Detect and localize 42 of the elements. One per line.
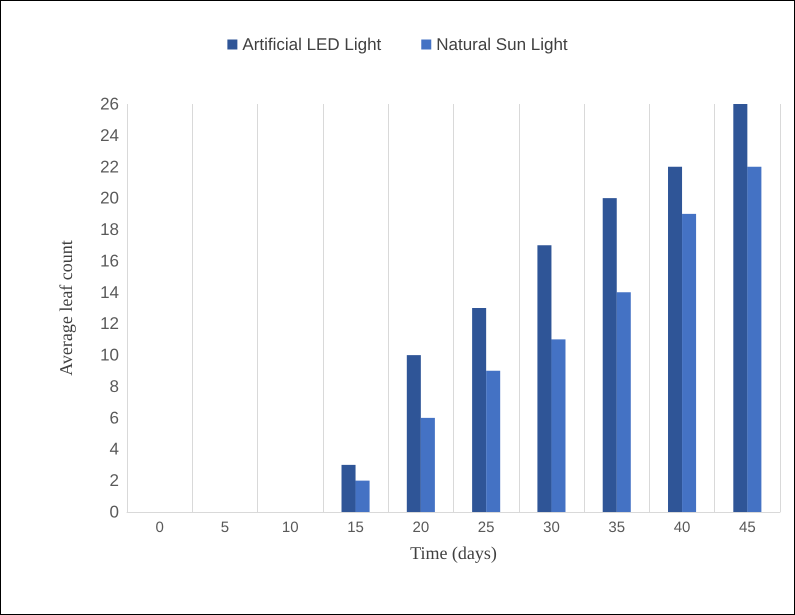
- y-tick-label: 22: [100, 157, 119, 176]
- bar: [551, 339, 566, 512]
- y-tick-label: 26: [100, 94, 119, 114]
- x-tick-label: 25: [478, 519, 494, 536]
- bar: [602, 198, 617, 512]
- y-tick-label: 14: [100, 282, 119, 302]
- x-tick-label: 0: [155, 519, 164, 536]
- y-tick-label: 10: [100, 346, 119, 365]
- y-tick-label: 2: [110, 471, 119, 490]
- y-tick-label: 8: [110, 376, 119, 396]
- bar: [668, 166, 682, 512]
- bar: [733, 104, 748, 512]
- x-tick-label: 20: [412, 519, 430, 536]
- x-tick-label: 15: [347, 519, 364, 536]
- y-tick-label: 24: [100, 126, 119, 145]
- x-tick-label: 5: [220, 519, 230, 536]
- x-tick-label: 10: [282, 519, 299, 536]
- bar: [472, 308, 486, 512]
- y-tick-label: 18: [100, 220, 119, 240]
- bar: [356, 480, 370, 512]
- y-tick-label: 12: [100, 314, 119, 334]
- x-axis-title: Time (days): [410, 543, 497, 563]
- bar: [537, 245, 552, 512]
- y-tick-label: 6: [110, 408, 119, 428]
- legend-label: Artificial LED Light: [242, 35, 382, 54]
- bar: [486, 370, 500, 512]
- y-tick-label: 20: [100, 188, 119, 208]
- bar: [682, 214, 696, 512]
- y-tick-label: 16: [100, 251, 119, 270]
- x-tick-label: 30: [543, 519, 560, 536]
- bar: [406, 355, 421, 512]
- bar: [616, 292, 631, 512]
- x-tick-label: 45: [739, 519, 756, 536]
- y-tick-label: 4: [110, 440, 119, 459]
- bar: [342, 464, 356, 512]
- y-axis-title: Average leaf count: [56, 240, 76, 376]
- bar: [747, 166, 762, 512]
- x-tick-label: 35: [608, 519, 626, 536]
- bar: [420, 418, 435, 512]
- y-tick-label: 0: [110, 502, 119, 522]
- x-tick-label: 40: [674, 519, 690, 536]
- legend-label: Natural Sun Light: [436, 35, 568, 54]
